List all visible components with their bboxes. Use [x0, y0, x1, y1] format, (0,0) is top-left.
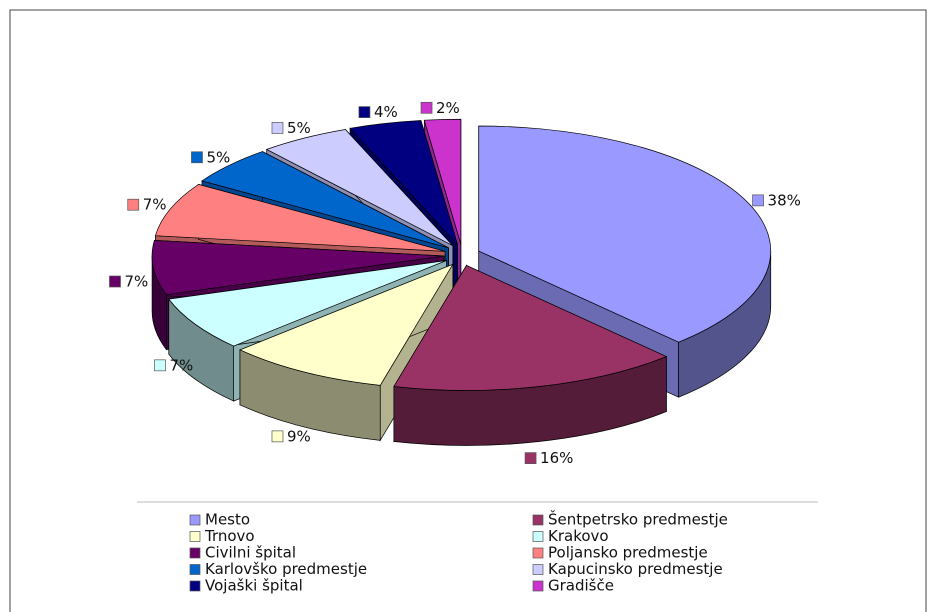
slice — [349, 120, 458, 245]
legend-label: Vojaški špital — [205, 577, 303, 595]
legend-label: Gradišče — [548, 577, 614, 595]
legend-swatch — [532, 580, 544, 592]
label-swatch — [271, 430, 284, 443]
legend-swatch — [532, 564, 544, 575]
label-swatch — [752, 194, 764, 207]
legend-label: Karlovško predmestje — [205, 560, 367, 578]
legend-label: Trnovo — [204, 527, 255, 545]
data-label: 7% — [170, 356, 194, 374]
legend-swatch — [189, 514, 201, 526]
legend-label: Kapucinsko predmestje — [548, 560, 723, 578]
legend-label: Mesto — [205, 511, 250, 529]
slice — [239, 263, 454, 386]
label-swatch — [271, 122, 284, 134]
frame — [9, 9, 927, 612]
slice — [154, 183, 446, 252]
legend-label: Poljansko predmestje — [548, 544, 708, 562]
slice — [201, 151, 449, 249]
slice — [393, 265, 668, 391]
legend-swatch — [189, 580, 201, 592]
legend-label: Civilni špital — [205, 544, 296, 562]
legend-label: Krakovo — [548, 527, 609, 545]
data-label: 38% — [768, 191, 801, 209]
data-label: 2% — [436, 99, 460, 117]
legend-label: Šentpetrsko predmestje — [548, 510, 728, 529]
legend-swatch — [189, 564, 201, 575]
label-swatch — [191, 151, 203, 164]
legend-swatch — [532, 547, 544, 559]
data-label: 5% — [287, 119, 311, 137]
label-swatch — [358, 106, 371, 118]
data-label: 16% — [540, 449, 573, 467]
data-label: 7% — [143, 196, 167, 214]
data-label: 9% — [287, 427, 311, 445]
slice — [423, 118, 462, 245]
label-swatch — [109, 275, 121, 288]
legend-swatch — [189, 531, 201, 542]
label-swatch — [127, 198, 140, 211]
slice — [151, 239, 445, 296]
data-label: 7% — [124, 273, 148, 291]
label-swatch — [420, 101, 433, 114]
slice — [168, 260, 447, 347]
label-swatch — [154, 359, 166, 372]
legend-swatch — [532, 531, 544, 542]
slice — [478, 125, 772, 343]
slice — [265, 129, 454, 247]
legend-swatch — [532, 514, 544, 526]
data-label: 4% — [374, 103, 398, 121]
data-label: 5% — [206, 148, 230, 166]
label-swatch — [524, 452, 537, 465]
legend-swatch — [189, 547, 201, 559]
